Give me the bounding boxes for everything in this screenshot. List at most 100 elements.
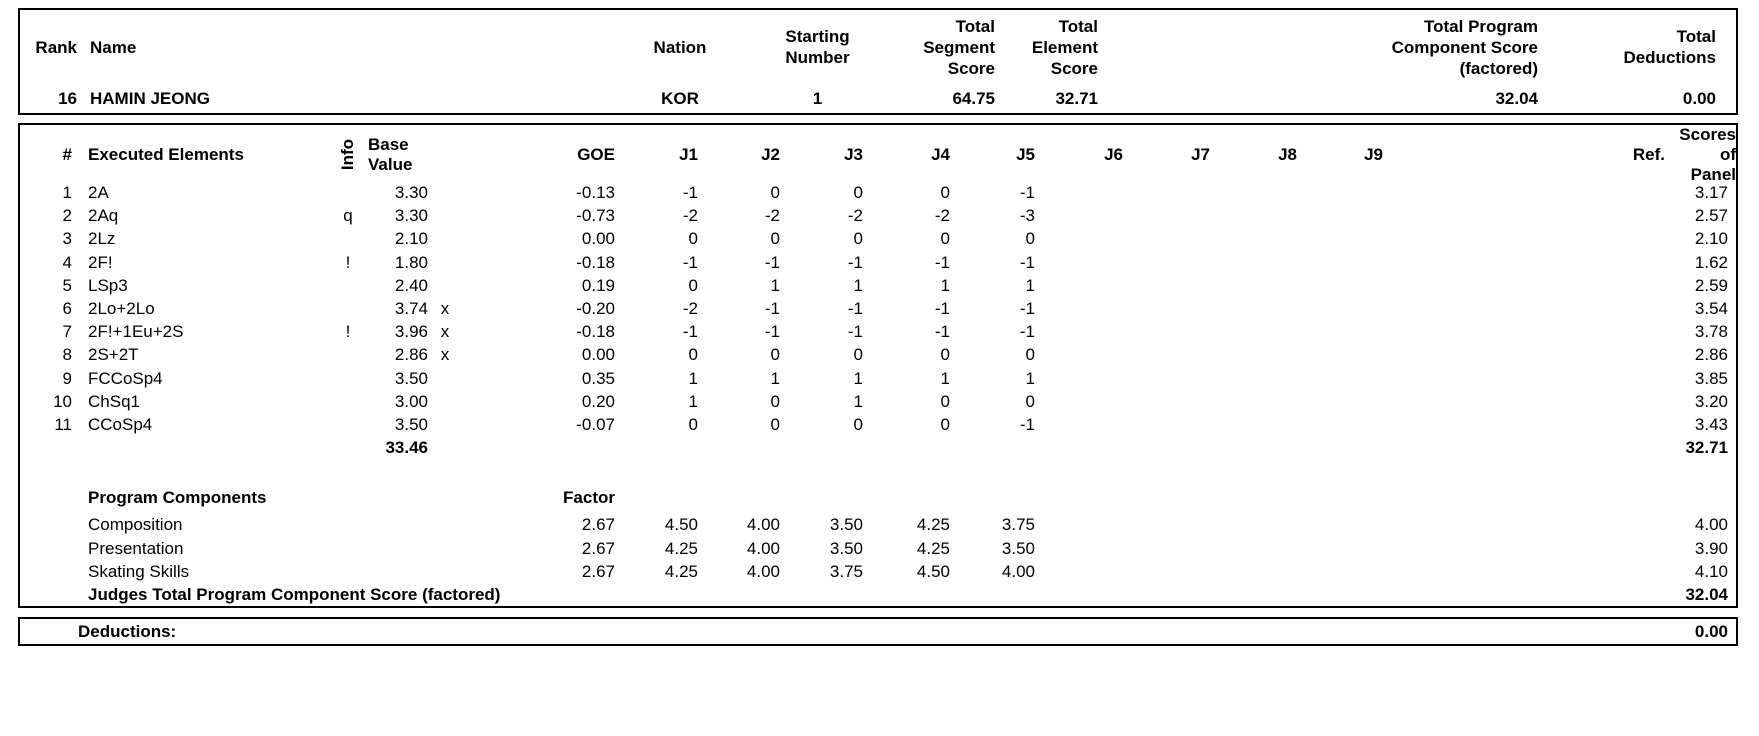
panel-score: 2.10 [1694,229,1728,249]
component-row: Presentation 2.67 4.25 4.00 3.50 4.25 3.50 3.90 [20,537,1736,560]
judge-score-j1: 0 [688,275,698,295]
info-column-header: Info [338,139,357,171]
element-number: 3 [62,229,72,249]
panel-score: 3.78 [1694,322,1728,342]
judge-score-j8 [1210,181,1297,204]
info-flag [328,413,368,436]
section-spacer [20,459,1736,483]
element-number: 4 [62,252,72,272]
judge-score-j3: 0 [853,414,863,434]
element-name: 2A [88,183,109,202]
ref-score [1383,181,1665,204]
credit-marker [428,181,462,204]
component-judge-score-j8 [1210,537,1297,560]
judge-score-j8 [1210,367,1297,390]
panel-score: 3.43 [1694,414,1728,434]
credit-marker [428,413,462,436]
component-row: Composition 2.67 4.50 4.00 3.50 4.25 3.75 4.00 [20,513,1736,536]
panel-score: 3.20 [1694,391,1728,411]
judge-score-j1: -1 [682,252,698,272]
element-name: 2F!+1Eu+2S [88,322,184,342]
element-name: LSp3 [88,275,128,295]
component-judge-score-j7 [1123,560,1210,583]
judge-score-j9 [1297,320,1383,343]
element-number: 7 [62,322,72,342]
panel-score: 2.57 [1694,206,1728,226]
judge-score-j3: 0 [853,229,863,249]
judge-score-j5: 1 [1025,368,1035,388]
element-number: 1 [62,183,72,202]
component-judge-score-j1: 4.50 [664,515,698,535]
program-components-title: Program Components [88,488,267,508]
element-row: 5 LSp3 2.40 0.19 0 1 1 1 1 2.59 [20,274,1736,297]
total-program-component-score-column-header: Total Program Component Score (factored) [1391,16,1538,78]
ref-score [1383,343,1665,366]
judge-score-j9 [1297,227,1383,250]
element-name: FCCoSp4 [88,368,163,388]
component-factor: 2.67 [581,515,615,535]
component-row: Skating Skills 2.67 4.25 4.00 3.75 4.50 4.00 4.… [20,560,1736,583]
ref-score [1383,274,1665,297]
judge-score-j7 [1123,320,1210,343]
component-judge-score-j2: 4.00 [746,515,780,535]
credit-marker [428,367,462,390]
total-segment-score-column-header: Total Segment Score [923,16,995,78]
judge-score-j3: -1 [847,252,863,272]
elements-section: # Executed Elements Info Base Value GOE … [18,123,1738,608]
judge-score-j8 [1210,251,1297,274]
judge-score-j5: 1 [1025,275,1035,295]
component-judge-score-j4: 4.25 [916,515,950,535]
judge-score-j7 [1123,390,1210,413]
component-judge-score-j6 [1035,560,1123,583]
component-judge-score-j9 [1297,537,1383,560]
info-flag: ! [345,322,351,342]
result-summary-header: Rank Name Nation Starting Number Total S… [20,10,1736,84]
judge-score-j7 [1123,367,1210,390]
total-element-score-column-header: Total Element Score [1031,16,1098,78]
judge-score-j4: 1 [940,368,950,388]
component-judge-score-j2: 4.00 [746,561,780,581]
panel-score: 3.54 [1694,298,1728,318]
component-name: Composition [88,515,183,535]
judge-score-j1: -1 [682,183,698,202]
judge-score-j6 [1035,204,1123,227]
component-panel-score: 4.10 [1694,561,1728,581]
judge-score-j2: -2 [764,206,780,226]
rank-column-header: Rank [35,37,77,57]
info-flag [328,181,368,204]
judge-score-j5: -1 [1019,322,1035,342]
skater-name: HAMIN JEONG [90,89,210,108]
deductions-label: Deductions: [78,622,177,641]
base-value: 3.00 [394,391,428,411]
skater-starting-number: 1 [812,89,823,108]
judge-score-j5: 0 [1025,391,1035,411]
element-row: 10 ChSq1 3.00 0.20 1 0 1 0 0 3.20 [20,390,1736,413]
judge-9-column-header: J9 [1364,145,1383,164]
element-rows: 1 2A 3.30 -0.13 -1 0 0 0 -1 3.17 2 2Aq q 3.30 -0.73 -2 -… [20,181,1736,436]
component-judge-score-j7 [1123,513,1210,536]
element-row: 9 FCCoSp4 3.50 0.35 1 1 1 1 1 3.85 [20,367,1736,390]
judge-score-j9 [1297,343,1383,366]
base-value: 3.30 [394,206,428,226]
judge-score-j8 [1210,413,1297,436]
element-number: 9 [62,368,72,388]
element-name: 2Lz [88,229,116,249]
judges-total-value: 32.04 [1685,585,1728,604]
judge-1-column-header: J1 [679,145,698,164]
ref-score [1383,367,1665,390]
element-number: 5 [62,275,72,295]
total-base-value: 33.46 [385,438,428,458]
component-judge-score-j6 [1035,537,1123,560]
judge-score-j9 [1297,251,1383,274]
element-number: 6 [62,298,72,318]
base-value: 3.50 [394,414,428,434]
goe-score: 0.00 [581,229,615,249]
goe-score: 0.19 [581,275,615,295]
goe-score: 0.20 [581,391,615,411]
element-number: 10 [53,391,72,411]
info-flag [328,227,368,250]
judge-score-j5: -1 [1019,298,1035,318]
skater-total-element-score: 32.71 [1055,89,1098,108]
judge-score-j7 [1123,204,1210,227]
credit-marker: x [440,322,450,342]
